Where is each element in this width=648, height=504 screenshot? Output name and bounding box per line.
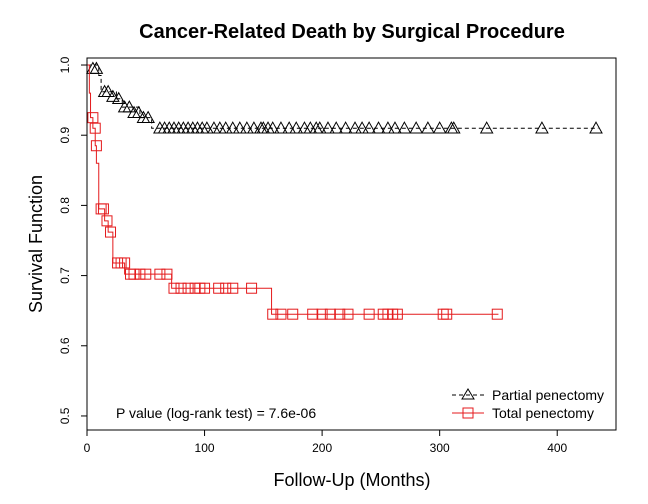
- censor-triangle-marker: [106, 89, 120, 102]
- censor-triangle-marker: [122, 100, 137, 113]
- censor-triangle-marker: [388, 121, 402, 134]
- censor-triangle-marker: [101, 84, 116, 97]
- censor-square-marker: [342, 308, 354, 320]
- censor-square-marker: [89, 122, 101, 134]
- censor-triangle-marker: [371, 121, 386, 134]
- legend-triangle-marker: [461, 388, 475, 400]
- censor-triangle-marker: [409, 121, 424, 134]
- y-tick-label: 1.0: [58, 56, 72, 73]
- chart-title: Cancer-Related Death by Surgical Procedu…: [139, 21, 565, 43]
- censor-square-marker: [90, 140, 102, 152]
- censor-triangle-marker: [297, 121, 312, 134]
- censor-square-marker: [227, 282, 239, 294]
- censor-triangle-marker: [232, 121, 247, 134]
- censor-triangle-marker: [247, 121, 261, 134]
- y-axis: 0.5 0.6 0.7 0.8 0.9 1.0: [58, 56, 87, 424]
- censor-square-marker: [391, 308, 403, 320]
- censor-triangle-marker: [218, 121, 233, 134]
- censor-triangle-marker: [446, 121, 461, 134]
- legend-label-partial: Partial penectomy: [492, 387, 604, 403]
- censor-square-marker: [161, 268, 173, 280]
- x-axis-title: Follow-Up (Months): [273, 470, 430, 490]
- censor-square-marker: [275, 308, 287, 320]
- x-tick-label: 400: [547, 441, 567, 455]
- censor-triangle-marker: [111, 91, 126, 105]
- y-tick-label: 0.5: [58, 407, 72, 424]
- censor-triangle-marker: [444, 121, 459, 134]
- censor-triangle-marker: [535, 121, 549, 134]
- censor-square-marker: [128, 268, 140, 280]
- censor-square-marker: [140, 268, 152, 280]
- censor-square-marker: [154, 268, 166, 280]
- censor-triangle-marker: [348, 121, 362, 134]
- x-tick-label: 300: [430, 441, 450, 455]
- censor-triangle-marker: [282, 121, 297, 134]
- censor-triangle-marker: [225, 121, 240, 134]
- censor-square-marker: [316, 308, 328, 320]
- censor-square-marker: [307, 308, 319, 320]
- censor-triangle-marker: [200, 121, 214, 134]
- censor-triangle-marker: [89, 61, 104, 74]
- censor-square-marker: [105, 226, 117, 238]
- legend-label-total: Total penectomy: [492, 405, 594, 421]
- censor-triangle-marker: [381, 121, 395, 134]
- y-tick-label: 0.9: [58, 127, 72, 144]
- censor-square-marker: [334, 308, 346, 320]
- censor-triangle-marker: [321, 121, 335, 134]
- censor-square-marker: [324, 308, 336, 320]
- censor-square-marker: [267, 308, 279, 320]
- censor-triangle-marker: [329, 121, 344, 134]
- censor-triangle-marker: [131, 105, 146, 119]
- x-axis: 0 100 200 300 400: [84, 430, 568, 455]
- censor-square-marker: [491, 308, 503, 320]
- legend: Partial penectomy Total penectomy: [452, 387, 604, 421]
- survival-line-total: [87, 64, 499, 315]
- plot-area: [86, 61, 603, 320]
- y-axis-title: Survival Function: [26, 175, 46, 313]
- censor-triangle-marker: [212, 121, 227, 134]
- censor-triangle-marker: [362, 121, 376, 134]
- y-tick-label: 0.8: [58, 197, 72, 214]
- censor-square-marker: [101, 215, 113, 227]
- censor-triangle-marker: [274, 121, 288, 134]
- censor-square-marker: [182, 282, 194, 294]
- censor-triangle-marker: [265, 121, 280, 134]
- censor-triangle-marker: [312, 121, 327, 134]
- censor-square-marker: [213, 282, 225, 294]
- censor-triangle-marker: [589, 121, 603, 134]
- survival-line-partial: [87, 64, 599, 129]
- censor-triangle-marker: [421, 121, 435, 134]
- censor-square-marker: [168, 282, 180, 294]
- censor-square-marker: [220, 282, 232, 294]
- censor-square-marker: [363, 308, 375, 320]
- censor-square-marker: [199, 282, 211, 294]
- censor-square-marker: [119, 257, 131, 269]
- censor-square-marker: [175, 282, 187, 294]
- censor-markers-total: [87, 112, 503, 320]
- censor-square-marker: [246, 282, 258, 294]
- x-tick-label: 0: [84, 441, 91, 455]
- plot-frame: [86, 57, 617, 431]
- censor-square-marker: [287, 308, 299, 320]
- censor-triangle-marker: [397, 121, 412, 134]
- x-tick-label: 200: [312, 441, 332, 455]
- censor-triangle-marker: [289, 121, 304, 134]
- y-tick-label: 0.7: [58, 267, 72, 284]
- censor-square-marker: [441, 308, 453, 320]
- censor-triangle-marker: [338, 121, 353, 134]
- censor-triangle-marker: [479, 121, 494, 134]
- p-value-annotation: P value (log-rank test) = 7.6e-06: [116, 405, 316, 421]
- legend-square-marker: [462, 407, 474, 419]
- x-tick-label: 100: [195, 441, 215, 455]
- censor-square-marker: [134, 268, 146, 280]
- censor-triangle-marker: [355, 121, 369, 134]
- censor-square-marker: [97, 203, 109, 215]
- censor-square-marker: [87, 112, 99, 124]
- censor-triangle-marker: [141, 110, 155, 123]
- y-tick-label: 0.6: [58, 337, 72, 354]
- censor-markers-partial: [86, 61, 603, 134]
- censor-triangle-marker: [240, 121, 254, 134]
- censor-triangle-marker: [432, 121, 447, 134]
